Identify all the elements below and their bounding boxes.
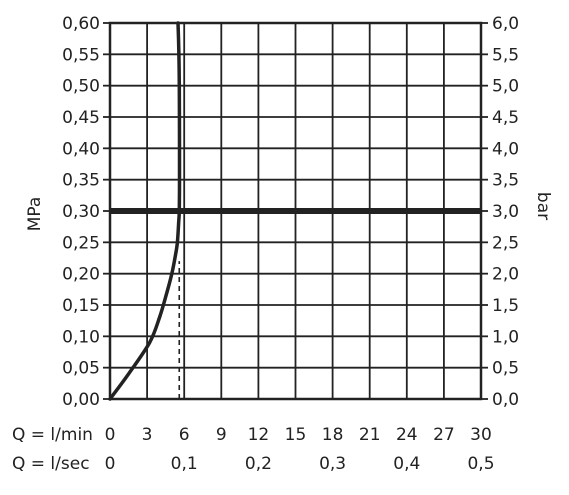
- y-left-tick-label-11: 0,55: [62, 45, 100, 65]
- series-layer: [108, 21, 182, 401]
- y-left-tick-label-7: 0,35: [62, 171, 100, 191]
- y-right-tick-label-4: 2,0: [492, 265, 519, 285]
- y-right-tick-label-0: 0,0: [492, 390, 519, 410]
- y-right-tick-label-8: 4,0: [492, 139, 519, 159]
- y-left-tick-label-6: 0,30: [62, 202, 100, 222]
- y-left-tick-label-10: 0,50: [62, 77, 100, 97]
- y-left-tick-label-8: 0,40: [62, 139, 100, 159]
- x-tick-label-lmin-1: 3: [142, 425, 153, 445]
- y-left-tick-label-2: 0,10: [62, 327, 100, 347]
- y-right-tick-label-7: 3,5: [492, 171, 519, 191]
- x-tick-label-lmin-10: 30: [470, 425, 492, 445]
- plot-frame: [103, 21, 488, 401]
- y-right-tick-label-12: 6,0: [492, 14, 519, 34]
- y-right-tick-label-9: 4,5: [492, 108, 519, 128]
- y-left-tick-label-9: 0,45: [62, 108, 100, 128]
- x-tick-label-lsec-2: 0,2: [245, 454, 272, 474]
- x-tick-label-lmin-5: 15: [285, 425, 307, 445]
- y-right-tick-label-2: 1,0: [492, 327, 519, 347]
- y-left-tick-label-0: 0,00: [62, 390, 100, 410]
- y-left-tick-label-1: 0,05: [62, 359, 100, 379]
- y-left-tick-label-3: 0,15: [62, 296, 100, 316]
- x-tick-label-lsec-0: 0: [105, 454, 116, 474]
- x-tick-label-lsec-4: 0,4: [393, 454, 420, 474]
- x-tick-label-lmin-6: 18: [322, 425, 344, 445]
- x-tick-label-lsec-5: 0,5: [467, 454, 494, 474]
- y-right-tick-label-3: 1,5: [492, 296, 519, 316]
- x-tick-label-lmin-7: 21: [359, 425, 381, 445]
- y-right-tick-label-6: 3,0: [492, 202, 519, 222]
- x-tick-label-lmin-0: 0: [105, 425, 116, 445]
- y-right-tick-label-1: 0,5: [492, 359, 519, 379]
- reference-lines: [110, 208, 481, 399]
- x-tick-label-lmin-4: 12: [248, 425, 270, 445]
- y-right-axis-title: bar: [533, 192, 553, 220]
- x-tick-label-lmin-8: 24: [396, 425, 418, 445]
- y-right-tick-label-11: 5,5: [492, 45, 519, 65]
- plot-border: [108, 21, 483, 401]
- series-line-0: [108, 21, 182, 401]
- x-tick-label-lmin-3: 9: [216, 425, 227, 445]
- tick-labels: 0,00 0,00,05 0,50,10 1,00,15 1,50,20 2,00,25 2…: [62, 14, 519, 474]
- y-left-axis-title: MPa: [25, 197, 45, 232]
- y-right-tick-label-5: 2,5: [492, 233, 519, 253]
- y-left-tick-label-4: 0,20: [62, 265, 100, 285]
- x-axis-title-lmin: Q = l/min: [12, 425, 93, 445]
- y-left-tick-label-5: 0,25: [62, 233, 100, 253]
- x-axis-title-lsec: Q = l/sec: [12, 454, 90, 474]
- x-tick-label-lsec-1: 0,1: [171, 454, 198, 474]
- x-tick-label-lmin-2: 6: [179, 425, 190, 445]
- x-tick-label-lsec-3: 0,3: [319, 454, 346, 474]
- y-left-tick-label-12: 0,60: [62, 14, 100, 34]
- x-tick-label-lmin-9: 27: [433, 425, 455, 445]
- y-right-tick-label-10: 5,0: [492, 77, 519, 97]
